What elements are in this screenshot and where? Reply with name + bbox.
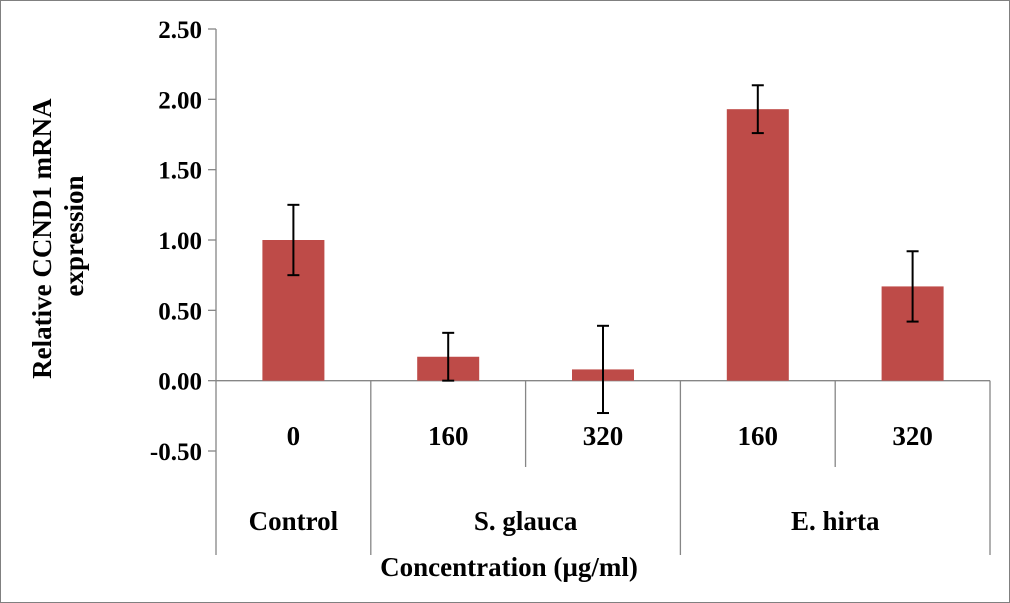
x-tick-label: 160 (738, 421, 779, 451)
labels-layer: -0.50 0.00 0.50 1.00 1.50 2.00 2.50 0 160 320 160 3… (150, 17, 933, 536)
x-tick-label: 320 (583, 421, 624, 451)
y-tick-label: 2.00 (158, 87, 202, 114)
y-axis-title-line2: expression (59, 175, 89, 296)
x-tick-label: 320 (892, 421, 933, 451)
y-axis-title-line1: Relative CCND1 mRNA (27, 98, 57, 379)
axes-layer (208, 28, 991, 555)
y-tick-label: 0.00 (158, 369, 202, 396)
group-label: Control (249, 506, 339, 536)
y-tick-label: 2.50 (158, 17, 202, 44)
y-tick-label: 0.50 (158, 298, 202, 325)
y-tick-label: -0.50 (150, 439, 202, 466)
x-tick-label: 0 (287, 421, 301, 451)
group-label: E. hirta (791, 506, 880, 536)
y-tick-label: 1.50 (158, 158, 202, 185)
bar (726, 109, 789, 381)
y-tick-label: 1.00 (158, 228, 202, 255)
group-label: S. glauca (474, 506, 578, 536)
x-tick-label: 160 (428, 421, 469, 451)
y-axis-title: Relative CCND1 mRNA expression (27, 93, 89, 379)
x-axis-title: Concentration (µg/ml) (380, 552, 638, 582)
errors-layer (287, 84, 919, 415)
